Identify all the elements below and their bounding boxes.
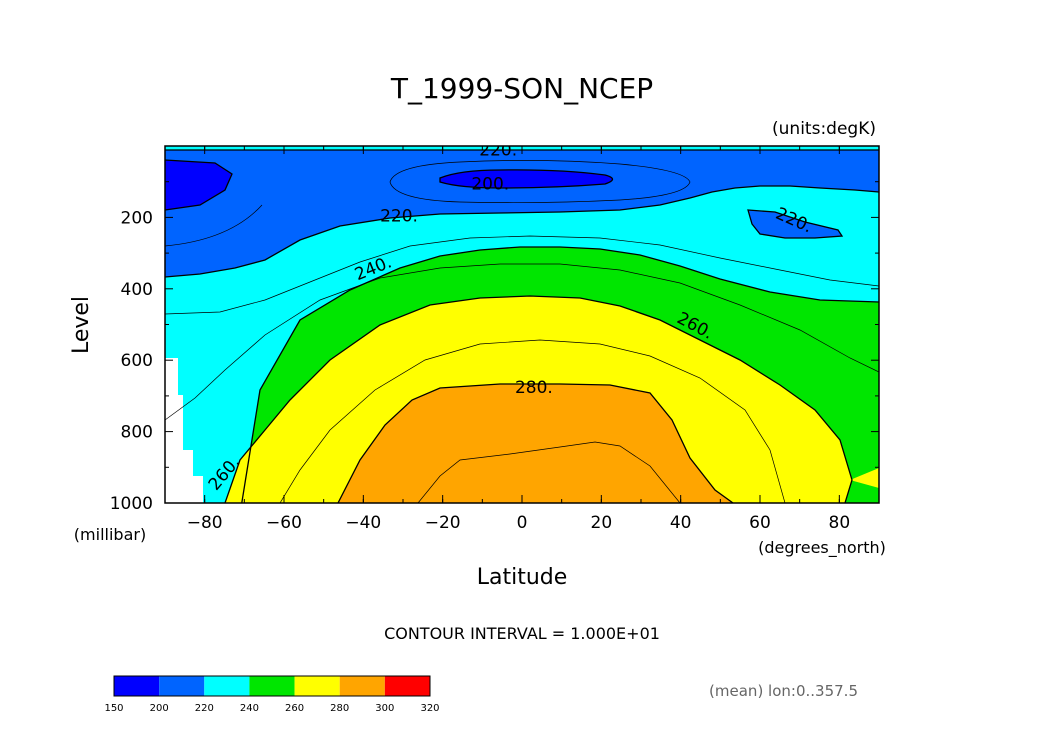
- band-150-200-south: [165, 160, 232, 210]
- band-280-300: [338, 384, 733, 503]
- y-tick-label: 1000: [110, 494, 153, 514]
- colorbar-label: 320: [420, 703, 439, 714]
- colorbar-swatch: [204, 676, 250, 696]
- colorbar-label: 240: [240, 703, 259, 714]
- colorbar-swatch: [159, 676, 205, 696]
- colorbar: 150 200 220 240 260 280 300 320: [104, 675, 440, 714]
- y-tick-label: 800: [121, 423, 153, 443]
- x-tick-label: 60: [749, 513, 771, 533]
- x-tick-label: −40: [345, 513, 381, 533]
- contour-label: 200.: [471, 174, 509, 194]
- chart-title: T_1999-SON_NCEP: [390, 72, 653, 105]
- colorbar-swatch: [294, 676, 340, 696]
- y-tick-label: 600: [121, 351, 153, 371]
- x-tick-label: 40: [670, 513, 692, 533]
- contour-field: 220.200.220. 220.240.260.280.260.: [165, 141, 879, 503]
- colorbar-label: 260: [285, 703, 304, 714]
- colorbar-swatch: [114, 676, 160, 696]
- contour-interval: CONTOUR INTERVAL = 1.000E+01: [384, 624, 660, 643]
- y-axis-label: Level: [69, 296, 94, 354]
- colorbar-swatch: [339, 676, 385, 696]
- colorbar-swatch: [249, 676, 295, 696]
- x-tick-label: 0: [517, 513, 528, 533]
- colorbar-label: 200: [150, 703, 169, 714]
- x-tick-label: −60: [266, 513, 302, 533]
- band-200-220-tongue: [748, 210, 842, 238]
- colorbar-label: 300: [375, 703, 394, 714]
- colorbar-swatch: [384, 676, 430, 696]
- x-axis: −80 −60 −40 −20 0 20 40 60 80: [164, 146, 880, 533]
- contour-label: 220.: [380, 207, 418, 227]
- x-tick-label: −80: [187, 513, 223, 533]
- missing-data-region: [165, 358, 203, 503]
- x-tick-label: 20: [591, 513, 613, 533]
- contour-label: 220.: [479, 141, 517, 161]
- thin-contours: [165, 160, 879, 503]
- contour-label: 280.: [515, 378, 553, 398]
- y-tick-label: 400: [121, 280, 153, 300]
- y-units: (millibar): [74, 525, 146, 544]
- colorbar-label: 220: [195, 703, 214, 714]
- colorbar-label: 150: [104, 703, 123, 714]
- footnote: (mean) lon:0..357.5: [709, 682, 858, 700]
- band-260-280-corner: [850, 468, 879, 488]
- x-tick-label: 80: [829, 513, 851, 533]
- x-units: (degrees_north): [758, 538, 886, 558]
- x-axis-label: Latitude: [477, 565, 568, 590]
- x-tick-label: −20: [425, 513, 461, 533]
- band-150-200-tropics: [440, 169, 613, 188]
- y-tick-label: 200: [121, 208, 153, 228]
- band-200-220: [165, 150, 879, 277]
- y-axis: 200 400 600 800 1000: [110, 181, 879, 514]
- units-label: (units:degK): [772, 119, 876, 139]
- colorbar-label: 280: [330, 703, 349, 714]
- colorbar-frame: [113, 675, 431, 697]
